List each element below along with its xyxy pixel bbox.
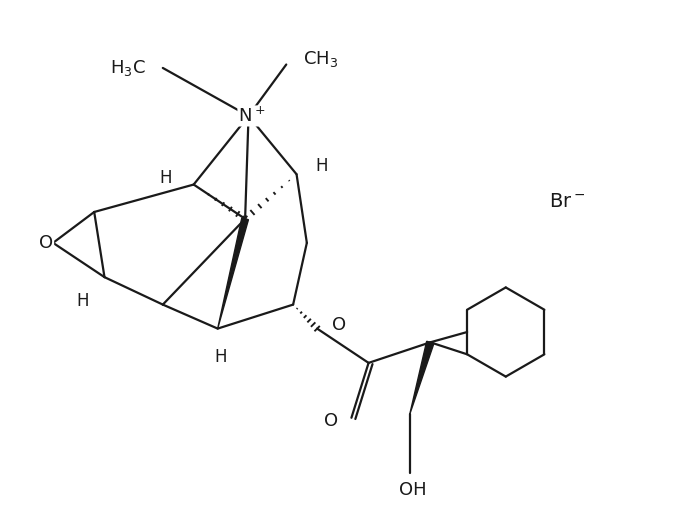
Text: O: O: [332, 316, 347, 334]
Polygon shape: [410, 341, 434, 414]
Text: Br$^-$: Br$^-$: [549, 192, 585, 211]
Text: OH: OH: [400, 481, 427, 499]
Text: N$^+$: N$^+$: [238, 106, 266, 126]
Text: H: H: [215, 348, 228, 366]
Text: CH$_3$: CH$_3$: [303, 49, 339, 69]
Polygon shape: [218, 218, 248, 329]
Text: H: H: [77, 292, 89, 310]
Text: H: H: [159, 168, 172, 187]
Text: O: O: [39, 234, 54, 252]
Text: H$_3$C: H$_3$C: [110, 58, 145, 78]
Text: H: H: [316, 157, 329, 175]
Text: O: O: [324, 412, 338, 430]
